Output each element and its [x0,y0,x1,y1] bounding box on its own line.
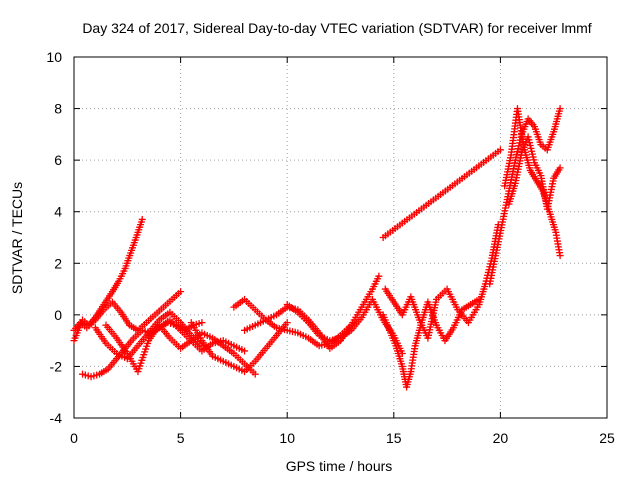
grid-layer [74,57,607,418]
x-axis-label: GPS time / hours [286,458,393,474]
data-point [241,347,249,355]
chart-title: Day 324 of 2017, Sidereal Day-to-day VTE… [82,20,591,36]
data-point [138,215,146,223]
data-point [251,370,259,378]
data-point [556,164,564,172]
y-tick-label: 4 [54,204,62,220]
data-points-layer [70,105,564,391]
x-tick-label: 5 [177,430,185,446]
data-point [556,105,564,113]
x-tick-label: 10 [279,430,295,446]
x-tick-label: 25 [599,430,615,446]
y-tick-label: -2 [50,358,63,374]
data-point [496,146,504,154]
y-tick-label: -4 [50,410,63,426]
data-point [556,252,564,260]
x-tick-label: 0 [70,430,78,446]
x-tick-label: 20 [493,430,509,446]
data-point [177,288,185,296]
plot-frame [73,56,608,419]
data-point [283,319,291,327]
y-tick-label: 10 [46,49,62,65]
y-tick-label: 6 [54,152,62,168]
data-point [198,319,206,327]
ticks-layer: 0 5 10 15 20 25 -4 -2 0 2 4 6 8 10 [46,49,615,446]
y-tick-label: 0 [54,307,62,323]
x-tick-label: 15 [386,430,402,446]
data-point [375,272,383,280]
y-axis-label: SDTVAR / TECUs [9,182,25,294]
y-tick-label: 2 [54,255,62,271]
y-tick-label: 8 [54,101,62,117]
